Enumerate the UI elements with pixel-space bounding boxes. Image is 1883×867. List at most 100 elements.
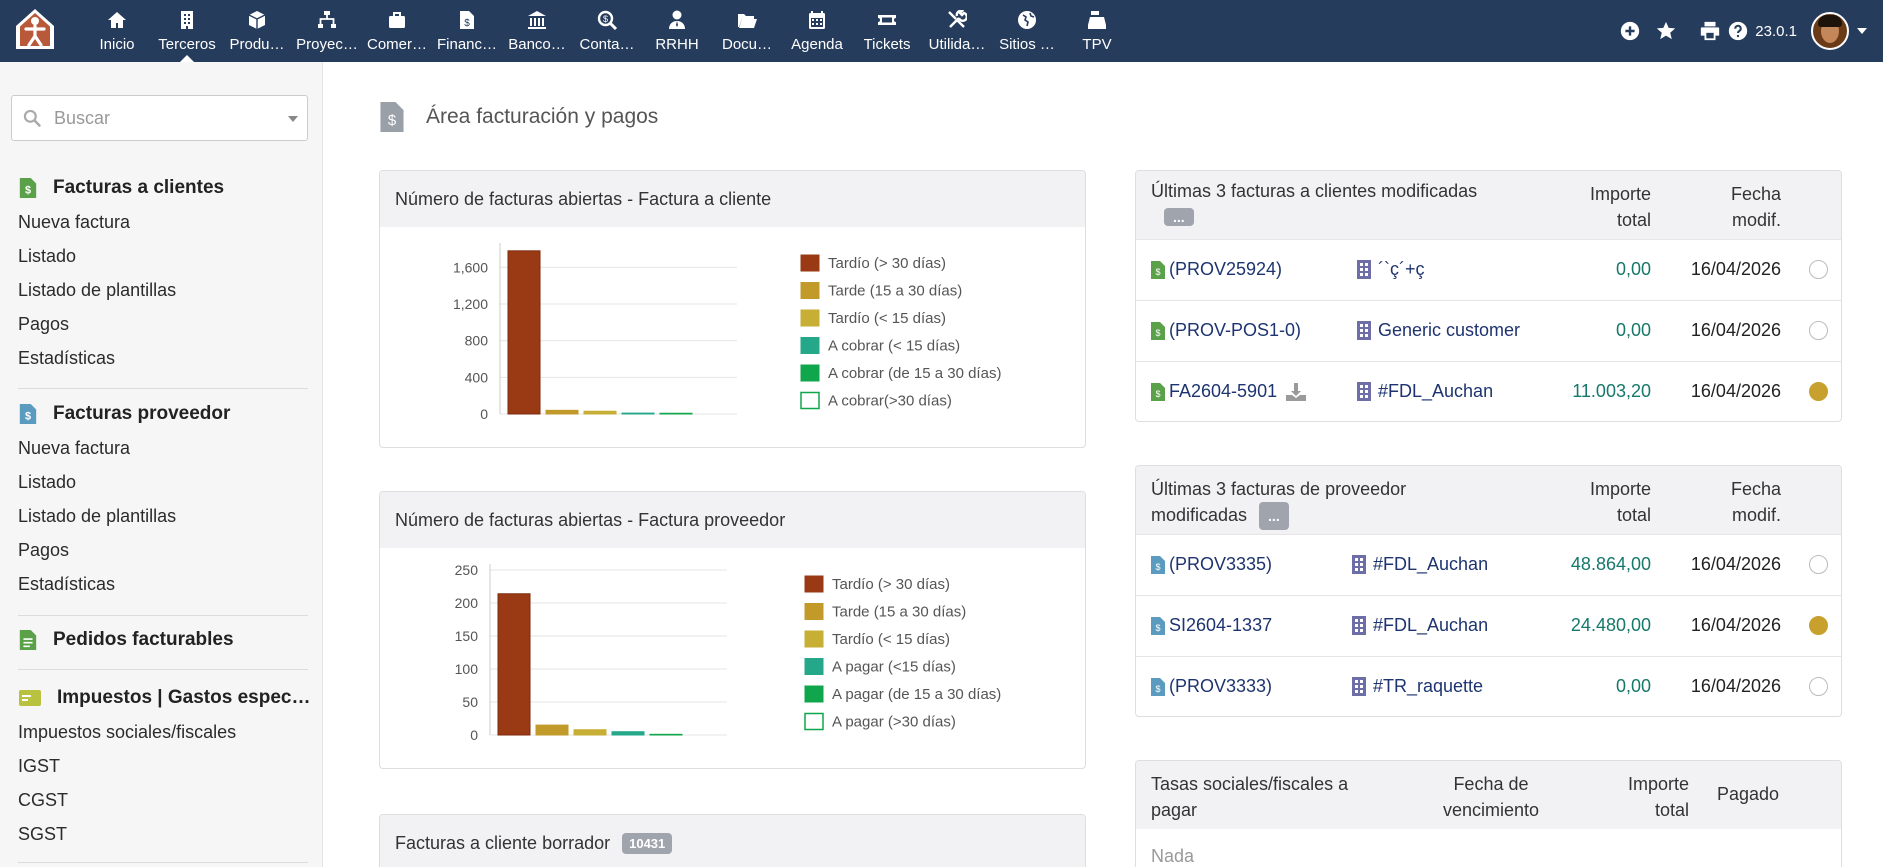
bar-2 [535,724,569,736]
company-icon [1357,382,1371,401]
menu-item-suitcase[interactable]: Comer… [362,0,432,62]
invoice-ref-link[interactable]: (PROV-POS1-0) [1169,320,1302,340]
plus-circle-icon[interactable] [1619,20,1641,42]
legend-label: Tardío (< 15 días) [828,310,946,327]
sidebar-link-statistics[interactable]: Estadísticas [18,348,116,368]
star-bookmark-icon[interactable] [1655,20,1677,42]
menu-item-ticket[interactable]: Tickets [852,0,922,62]
user-menu-caret-icon[interactable] [1857,28,1867,34]
legend-label: A pagar (de 15 a 30 días) [832,686,1001,703]
legend-swatch [804,575,824,593]
sidebar-heading-taxes[interactable]: Impuestos | Gastos espec… [0,681,323,715]
invoice-ref-link[interactable]: FA2604-5901 [1169,381,1278,401]
menu-item-search-dollar[interactable]: $ Conta… [572,0,642,62]
bar-1 [507,250,541,415]
column-header-amount: Importe total [1589,479,1651,525]
menu-item-calendar[interactable]: Agenda [782,0,852,62]
sidebar-divider [18,862,308,863]
company-link[interactable]: #FDL_Auchan [1373,554,1489,574]
company-link[interactable]: #FDL_Auchan [1378,381,1494,401]
invoice-amount: 0,00 [1615,676,1651,696]
user-avatar[interactable] [1811,12,1849,50]
menu-item-sitemap[interactable]: Proyec… [292,0,362,62]
menu-item-tools[interactable]: Utilida… [922,0,992,62]
sidebar-link-sgst[interactable]: SGST [18,824,68,844]
last-customer-invoices-panel: Últimas 3 facturas a clientes modificada… [1135,170,1842,422]
sidebar-link-new-invoice[interactable]: Nueva factura [18,212,131,232]
home-icon [108,12,126,28]
search-box[interactable] [11,95,308,141]
status-indicator-icon [1809,555,1828,574]
sidebar-divider [18,388,308,389]
company-link[interactable]: #TR_raquette [1373,676,1484,696]
status-indicator-icon [1809,321,1828,340]
more-button[interactable]: ... [1259,502,1289,530]
invoice-ref-link[interactable]: (PROV3333) [1169,676,1273,696]
column-header-date: Fecha modif. [1730,184,1781,230]
invoice-date: 16/04/2026 [1690,320,1781,340]
table-row: $ (PROV25924) ´`ç´+ç 0,00 16/04/2026 [1136,239,1841,299]
invoice-amount: 0,00 [1615,320,1651,340]
cash-register-icon [1088,11,1106,29]
menu-item-cube[interactable]: Produ… [222,0,292,62]
table-header: Últimas 3 facturas de proveedor modifica… [1136,466,1841,534]
more-button[interactable]: ... [1164,208,1194,226]
sidebar-section-supplier-invoices: $ Facturas proveedor Nueva factura Lista… [0,397,323,601]
sidebar-heading-supplier-invoices[interactable]: $ Facturas proveedor [0,397,323,431]
sidebar-link-cgst[interactable]: CGST [18,790,69,810]
invoice-ref-link[interactable]: (PROV25924) [1169,259,1283,279]
menu-item-label: Produ… [229,36,285,53]
menu-item-label: Conta… [579,36,635,53]
sidebar-link-statistics[interactable]: Estadísticas [18,574,116,594]
customer-invoice-icon: $ [19,178,37,198]
sidebar-link-payments[interactable]: Pagos [18,314,70,334]
help-icon[interactable] [1727,20,1749,42]
menu-item-bank[interactable]: Banco… [502,0,572,62]
menu-item-invoice[interactable]: $ Financ… [432,0,502,62]
invoice-ref-link[interactable]: SI2604-1337 [1169,615,1273,635]
company-link[interactable]: ´`ç´+ç [1378,259,1425,279]
sidebar-link-template-list[interactable]: Listado de plantillas [18,280,177,300]
search-dropdown-caret-icon[interactable] [288,116,298,122]
sidebar-link-template-list[interactable]: Listado de plantillas [18,506,177,526]
svg-text:$: $ [464,18,470,29]
sidebar-link-payments[interactable]: Pagos [18,540,70,560]
menu-item-cash-register[interactable]: TPV [1062,0,1132,62]
dolibarr-logo-icon[interactable] [14,7,56,51]
invoice-ref-link[interactable]: (PROV3335) [1169,554,1273,574]
invoice-icon: $ [460,11,474,29]
svg-text:$: $ [603,14,608,24]
sidebar-link-igst[interactable]: IGST [18,756,61,776]
menu-item-folder-open[interactable]: Docu… [712,0,782,62]
sidebar-divider [18,669,308,670]
left-sidebar: $ Facturas a clientes Nueva factura List… [0,62,323,867]
menu-item-user-tie[interactable]: RRHH [642,0,712,62]
menu-item-home[interactable]: Inicio [82,0,152,62]
menu-item-globe[interactable]: Sitios … [992,0,1062,62]
legend-swatch [800,337,820,354]
sidebar-link-social-fiscal-taxes[interactable]: Impuestos sociales/fiscales [18,722,237,742]
sidebar-link-new-invoice[interactable]: Nueva factura [18,438,131,458]
legend-label: A pagar (<15 días) [832,659,956,676]
company-icon [1357,260,1371,279]
download-icon[interactable] [1286,382,1307,401]
invoice-icon: $ [1151,321,1165,340]
suitcase-icon [389,12,405,28]
svg-text:$: $ [25,184,31,196]
sidebar-heading-billable-orders[interactable]: Pedidos facturables [0,623,323,657]
sidebar-link-list[interactable]: Listado [18,472,77,492]
svg-text:$: $ [1155,389,1160,399]
menu-item-label: Docu… [721,36,773,53]
search-input[interactable] [54,107,274,129]
print-icon[interactable] [1699,20,1721,42]
company-link[interactable]: Generic customer [1378,320,1521,340]
tools-icon [948,10,967,28]
legend-swatch [804,658,824,675]
sidebar-link-list[interactable]: Listado [18,246,77,266]
company-link[interactable]: #FDL_Auchan [1373,615,1489,635]
y-tick-label: 100 [455,661,479,677]
menu-item-building[interactable]: Terceros [152,0,222,62]
draft-invoices-title: Facturas a cliente borrador [395,832,611,853]
sidebar-heading-customer-invoices[interactable]: $ Facturas a clientes [0,171,323,205]
sidebar-heading-label: Impuestos | Gastos espec… [57,687,311,708]
